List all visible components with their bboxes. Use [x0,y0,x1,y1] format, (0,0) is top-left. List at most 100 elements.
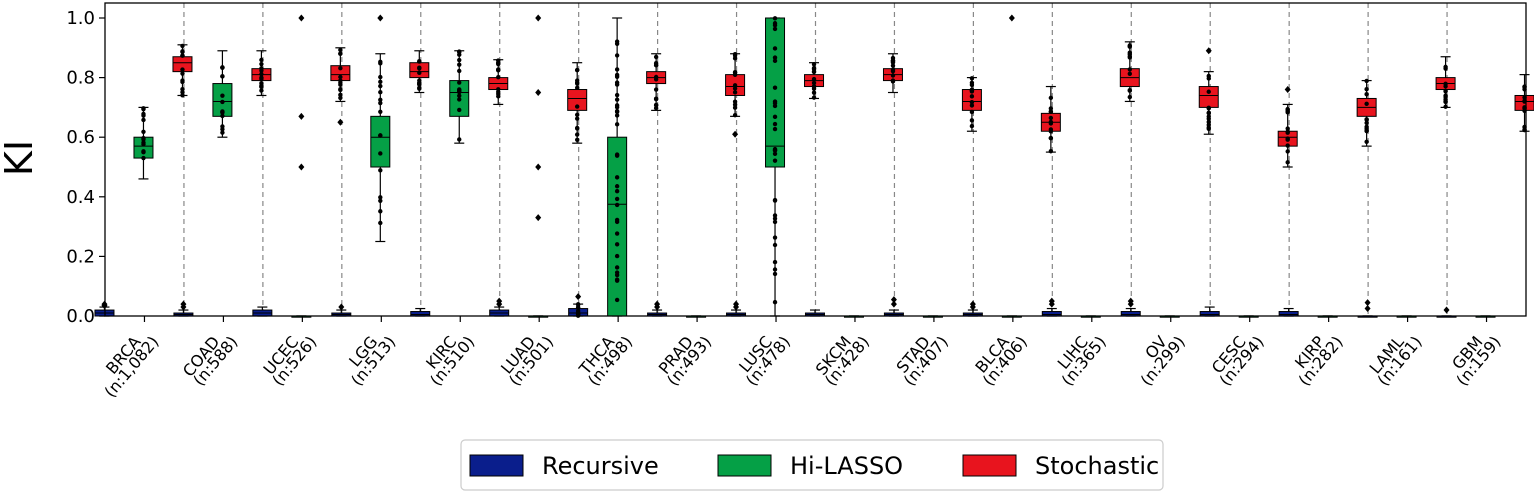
data-point [614,253,620,259]
data-point [457,97,462,102]
box-body [1278,311,1299,317]
data-point [338,92,343,98]
data-point [180,78,185,83]
data-point [496,74,501,80]
box-kirp-stochastic [1356,78,1377,147]
data-point [1364,92,1369,97]
data-point [496,60,501,66]
data-point [811,90,817,95]
data-point [772,259,778,265]
data-point [772,158,778,163]
data-point [1127,88,1133,93]
box-lusc-stochastic [804,62,825,100]
data-point [338,47,343,53]
box-body [370,115,391,168]
box-stad-recursive [883,296,904,317]
data-point [378,79,383,85]
data-point [1285,143,1290,148]
box-body [607,136,628,317]
data-point [141,117,146,123]
data-point [575,308,581,314]
outlier-point [337,118,344,126]
data-point [969,94,975,99]
data-point [378,133,383,138]
data-point [457,49,462,55]
data-point [338,95,343,101]
data-point [417,59,422,64]
outlier-point [377,14,384,22]
data-point [653,60,659,66]
data-point [1364,139,1369,144]
data-point [732,56,738,61]
data-point [614,184,620,189]
outlier-point [298,163,305,171]
box-laml-recursive [1357,299,1378,318]
data-point [496,94,501,99]
legend-label-recursive: Recursive [542,452,659,480]
data-point [259,80,264,86]
outlier-point [338,303,345,311]
data-point [496,89,501,95]
data-point [338,51,343,56]
data-point [338,80,343,85]
data-point [772,99,778,104]
data-point [1127,94,1133,100]
data-point [378,209,383,214]
data-point [220,99,225,105]
data-point [732,69,738,75]
box-ucec-recursive [252,306,273,317]
data-point [378,168,383,173]
data-point [890,63,896,68]
data-point [772,267,778,272]
data-point [417,85,422,90]
box-blca-hi-lasso [1001,14,1022,318]
data-point [1206,119,1211,125]
box-kirc-stochastic [488,58,509,106]
data-point [969,88,975,93]
data-point [417,66,422,71]
data-point [772,271,778,277]
box-kirc-hi-lasso [449,49,470,144]
data-point [614,39,620,44]
data-point [259,61,264,67]
y-tick-label: 0.4 [66,187,95,208]
data-point [732,86,738,91]
data-point [180,43,185,49]
legend-swatch-hi-lasso [717,454,772,477]
outlier-point [1048,297,1055,305]
y-tick-label: 0.8 [66,68,95,89]
outlier-point [890,300,897,308]
box-prad-stochastic [725,51,746,138]
data-point [1206,89,1211,94]
outlier-point [1127,297,1134,305]
box-body [1199,311,1220,317]
data-point [811,95,817,100]
data-point [1048,119,1054,125]
data-point [1285,160,1290,165]
data-point [457,107,462,113]
data-point [969,76,975,81]
data-point [614,265,620,270]
data-point [378,83,383,89]
box-blca-stochastic [1040,85,1061,154]
data-point [1127,50,1133,55]
y-tick-label: 0.2 [66,246,95,267]
box-lusc-recursive [726,300,747,317]
box-brca-stochastic [172,43,193,98]
y-tick-label: 0.0 [66,306,95,327]
box-body [1041,311,1062,317]
box-luad-stochastic [567,62,588,144]
data-point [220,127,225,132]
y-axis-label: KI [0,140,41,176]
data-point [1364,87,1369,92]
box-lgg-hi-lasso [370,14,391,243]
data-point [378,74,383,80]
data-point [614,217,620,223]
legend: Recursive Hi-LASSO Stochastic [460,439,1164,491]
data-point [575,304,581,310]
outlier-point [654,300,661,308]
data-point [1443,94,1448,100]
data-point [1127,54,1133,59]
data-point [1127,67,1133,72]
